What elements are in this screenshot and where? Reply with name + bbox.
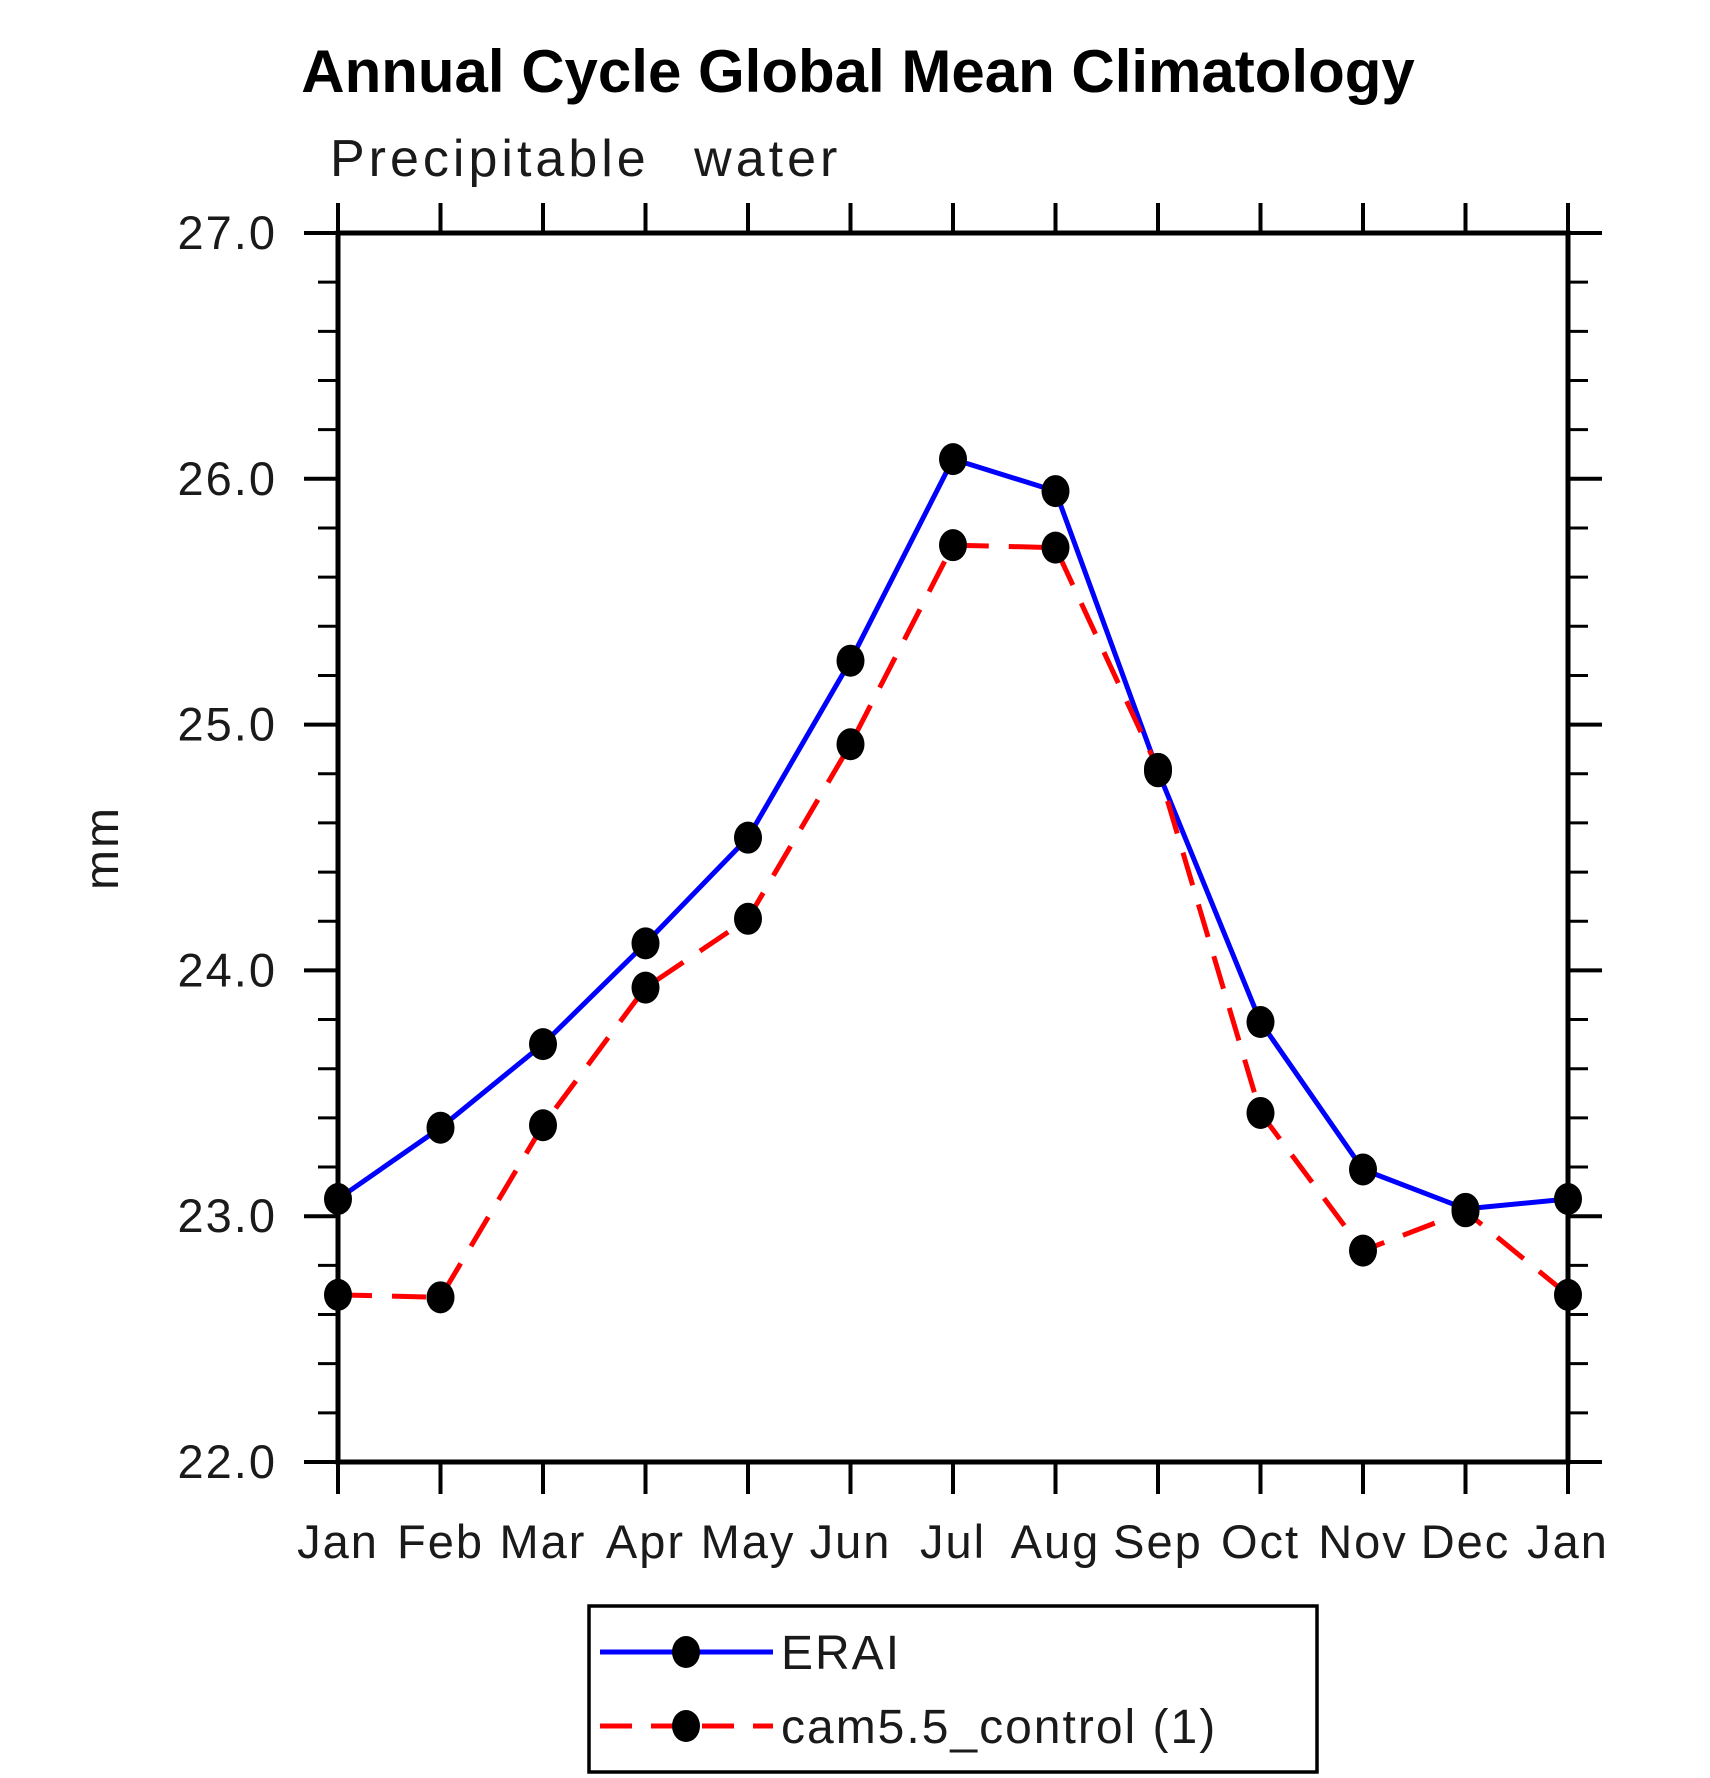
data-point-marker <box>836 644 865 677</box>
x-tick-label: Nov <box>1318 1515 1408 1568</box>
legend-cam-marker-icon <box>672 1710 700 1742</box>
legend: ERAI cam5.5_control (1) <box>587 1604 1319 1774</box>
x-tick-label: Feb <box>397 1515 484 1568</box>
x-tick-label: Jan <box>1527 1515 1609 1568</box>
y-tick-label: 24.0 <box>178 943 277 996</box>
data-point-marker <box>426 1111 455 1144</box>
data-point-marker <box>1349 1153 1377 1186</box>
y-tick-label: 26.0 <box>178 452 277 505</box>
data-point-marker <box>1144 752 1172 785</box>
data-point-marker <box>529 1028 557 1061</box>
x-tick-label: Apr <box>606 1515 685 1568</box>
data-point-marker <box>1041 475 1070 508</box>
data-point-marker <box>631 971 660 1004</box>
data-point-marker <box>324 1278 352 1311</box>
x-tick-label: Oct <box>1221 1515 1300 1568</box>
cam-series-line <box>337 542 1570 1300</box>
x-tick-label: Aug <box>1011 1515 1101 1568</box>
series-group <box>324 443 1582 1314</box>
data-point-marker <box>529 1109 557 1142</box>
data-point-marker <box>1246 1096 1275 1129</box>
legend-erai-marker-icon <box>672 1636 700 1668</box>
data-point-marker <box>734 902 762 935</box>
x-tick-label: May <box>701 1515 796 1568</box>
data-point-marker <box>1554 1182 1582 1215</box>
y-axis-label: mm <box>76 806 129 890</box>
data-point-marker <box>1349 1234 1377 1267</box>
x-tick-label: Dec <box>1421 1515 1511 1568</box>
data-point-marker <box>631 927 660 960</box>
erai-series-line <box>336 456 1569 1212</box>
chart-title: Annual Cycle Global Mean Climatology <box>301 38 1415 105</box>
x-tick-label: Jul <box>920 1515 986 1568</box>
data-point-marker <box>1246 1006 1275 1039</box>
data-point-marker <box>734 821 762 854</box>
x-tick-label: Mar <box>500 1515 587 1568</box>
y-tick-label: 27.0 <box>178 206 277 259</box>
y-tick-label: 23.0 <box>178 1189 277 1242</box>
chart-subtitle: Precipitable water <box>330 130 841 188</box>
data-point-marker <box>1451 1195 1480 1228</box>
data-point-marker <box>324 1182 352 1215</box>
data-point-marker <box>1554 1278 1582 1311</box>
y-tick-label: 25.0 <box>178 698 277 751</box>
data-point-marker <box>939 443 967 476</box>
legend-cam-label: cam5.5_control (1) <box>781 1701 1217 1754</box>
x-tick-label: Sep <box>1113 1515 1203 1568</box>
axis-tick-labels: Jan Feb Mar Apr May Jun Jul Aug Sep Oct Nov Dec Jan 2… <box>178 206 1609 1568</box>
axis-ticks <box>304 203 1602 1494</box>
y-tick-label: 22.0 <box>178 1435 277 1488</box>
plot-frame <box>335 230 1571 1465</box>
legend-box <box>587 1604 1319 1774</box>
x-tick-label: Jan <box>297 1515 379 1568</box>
data-point-marker <box>939 529 967 562</box>
data-point-marker <box>426 1281 455 1314</box>
x-tick-label: Jun <box>810 1515 892 1568</box>
data-point-marker <box>836 728 865 761</box>
legend-erai-label: ERAI <box>781 1627 901 1680</box>
data-point-marker <box>1041 531 1070 564</box>
